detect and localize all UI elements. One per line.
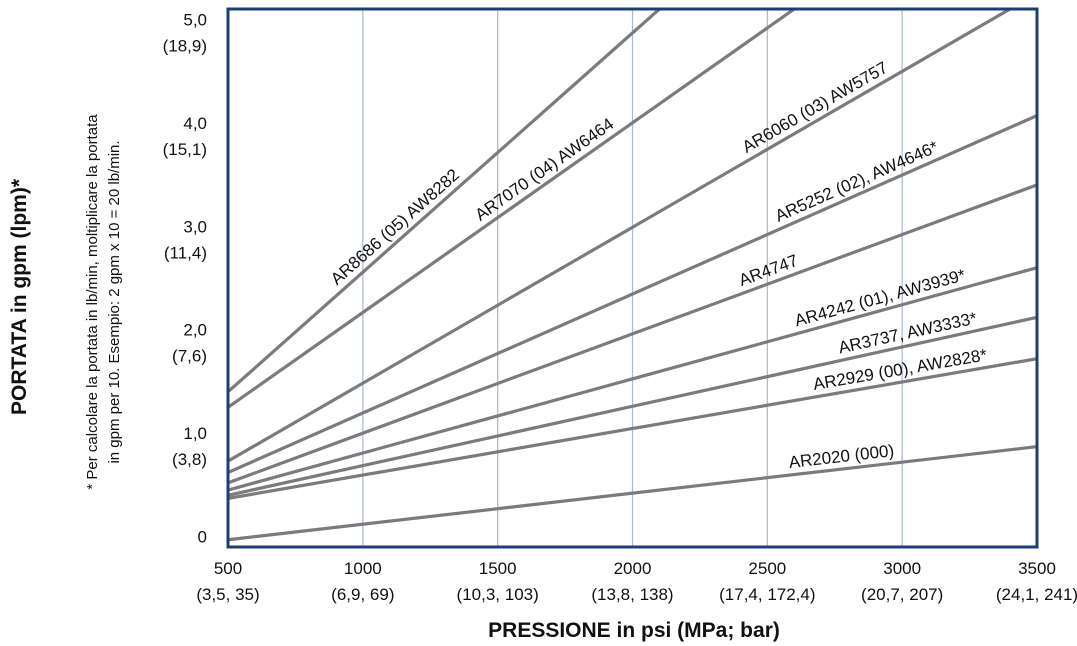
x-tick-sublabel: (3,5, 35): [196, 585, 259, 604]
x-tick-sublabel: (20,7, 207): [861, 585, 943, 604]
series-line: [228, 9, 661, 394]
footnote-line-1: * Per calcolare la portata in lb/min, mo…: [84, 114, 101, 490]
y-tick-sublabel: (7,6): [172, 347, 207, 366]
plot-frame: [226, 7, 1039, 549]
series-label: AR5252 (02), AW4646*: [772, 137, 941, 226]
y-tick-label: 3,0: [183, 217, 207, 236]
x-tick-sublabel: (6,9, 69): [331, 585, 394, 604]
x-tick-label: 2000: [614, 559, 652, 578]
x-tick-sublabel: (13,8, 138): [591, 585, 673, 604]
x-tick-sublabel: (17,4, 172,4): [719, 585, 815, 604]
y-tick-sublabel: (15,1): [163, 140, 207, 159]
series-label: AR2929 (00), AW2828*: [812, 345, 989, 394]
series-label: AR8686 (05) AW8282: [327, 165, 463, 289]
series-line: [228, 9, 796, 409]
x-tick-label: 3500: [1018, 559, 1056, 578]
series-line: [228, 445, 1037, 542]
series-line: [228, 266, 1037, 492]
y-tick-sublabel: (18,9): [163, 36, 207, 55]
y-axis-title: PORTATA in gpm (lpm)*: [8, 178, 31, 415]
footnote-line-2: in gpm per 10. Esempio: 2 gpm x 10 = 20 …: [106, 140, 123, 463]
y-tick-sublabel: (11,4): [164, 243, 207, 262]
y-tick-label: 4,0: [183, 114, 207, 133]
x-tick-label: 1500: [479, 559, 517, 578]
tick-labels: 500 (3,5, 35) 1000 (6,9, 69) 1500 (10,3, 103)…: [163, 10, 1077, 604]
y-tick-sublabel: (3,8): [172, 450, 207, 469]
series-line: [228, 183, 1037, 485]
grid: [362, 9, 903, 547]
series-label: AR7070 (04) AW6464: [472, 114, 618, 224]
x-tick-label: 500: [214, 559, 242, 578]
x-axis-title: PRESSIONE in psi (MPa; bar): [488, 619, 780, 642]
y-tick-label: 1,0: [183, 424, 207, 443]
x-tick-label: 2500: [748, 559, 786, 578]
x-tick-label: 1000: [344, 559, 382, 578]
series-lines: [228, 9, 1037, 542]
series-line: [228, 114, 1037, 474]
series-line: [228, 315, 1037, 497]
series-label: AR2020 (000): [788, 441, 895, 472]
x-tick-label: 3000: [883, 559, 921, 578]
y-tick-label: 2,0: [183, 321, 207, 340]
x-tick-sublabel: (24,1, 241): [996, 585, 1077, 604]
x-tick-sublabel: (10,3, 103): [457, 585, 539, 604]
series-line: [228, 9, 1011, 463]
y-tick-label: 0: [198, 528, 207, 547]
series-line: [228, 357, 1037, 500]
series-label: AR6060 (03) AW5757: [739, 58, 891, 157]
y-tick-label: 5,0: [183, 10, 207, 29]
